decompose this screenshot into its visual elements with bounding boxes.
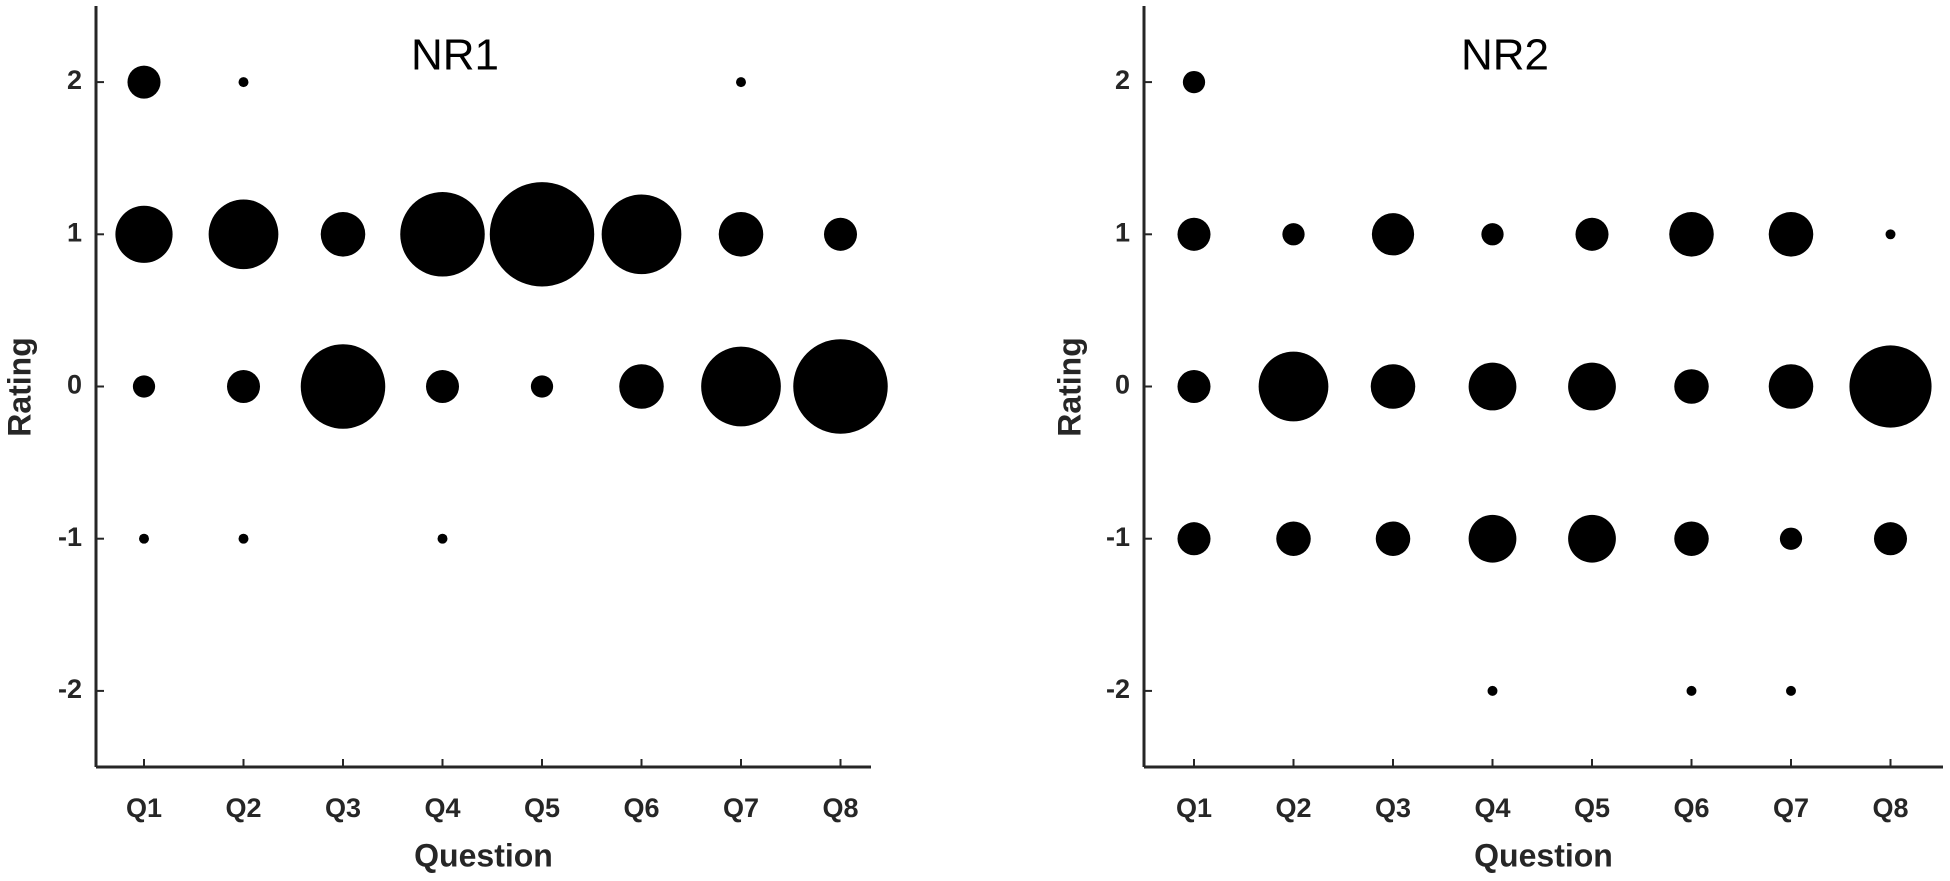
bubble (1468, 362, 1517, 411)
x-tick-label: Q3 (325, 793, 361, 823)
bubble (1177, 369, 1211, 404)
x-tick-label: Q5 (524, 793, 560, 823)
x-tick-label: Q7 (723, 793, 759, 823)
y-tick-label: 1 (67, 217, 82, 247)
bubble (793, 339, 888, 434)
bubble (619, 364, 664, 409)
x-tick-label: Q1 (126, 793, 162, 823)
bubble (127, 65, 161, 99)
y-tick-label: 0 (1115, 370, 1130, 400)
x-tick-label: Q1 (1176, 793, 1212, 823)
y-tick-label: 2 (67, 65, 82, 95)
y-axis-label: Rating (1051, 337, 1087, 437)
bubble (437, 533, 448, 544)
bubble (115, 205, 173, 263)
x-tick-label: Q5 (1574, 793, 1610, 823)
bubble (1873, 522, 1908, 556)
bubble (1568, 514, 1616, 563)
bubble (226, 369, 261, 404)
x-tick-label: Q2 (1275, 793, 1311, 823)
x-tick-label: Q8 (822, 793, 858, 823)
bubble (1468, 514, 1517, 563)
bubble (1768, 212, 1814, 257)
bubble (425, 369, 460, 404)
bubble (489, 182, 595, 287)
bubble (823, 217, 858, 251)
bubble (320, 212, 366, 257)
x-tick-label: Q8 (1872, 793, 1908, 823)
x-tick-label: Q6 (623, 793, 659, 823)
bubble (400, 192, 485, 277)
bubble (1568, 362, 1616, 411)
x-tick-label: Q3 (1375, 793, 1411, 823)
bubble (238, 77, 249, 88)
bubble (1282, 223, 1305, 246)
y-tick-label: -2 (1106, 674, 1130, 704)
bubble (1786, 685, 1796, 696)
bubble (1674, 369, 1709, 404)
bubble (132, 375, 156, 398)
bubble (1276, 521, 1311, 556)
bubble (208, 199, 279, 270)
x-axis-label: Question (1474, 837, 1613, 873)
bubble (601, 194, 682, 275)
x-tick-label: Q6 (1673, 793, 1709, 823)
bubble (1849, 345, 1932, 428)
bubble (736, 77, 746, 88)
y-tick-label: -1 (1106, 522, 1130, 552)
bubble (1686, 685, 1697, 696)
bubble (1177, 522, 1211, 556)
bubble (1487, 685, 1498, 696)
chart-title: NR2 (1461, 31, 1549, 80)
bubble (1481, 223, 1504, 246)
y-tick-label: 0 (67, 370, 82, 400)
x-axis-label: Question (414, 837, 553, 873)
bubble (1258, 351, 1329, 422)
bubble (139, 533, 149, 544)
bubble (1182, 70, 1206, 94)
bubble (718, 212, 764, 257)
bubble (1177, 217, 1211, 251)
bubble (1669, 212, 1714, 257)
bubble (530, 375, 554, 398)
bubble (701, 346, 781, 427)
bubble (1375, 521, 1411, 556)
x-tick-label: Q4 (1474, 793, 1510, 823)
bubble (1371, 213, 1415, 256)
y-tick-label: 2 (1115, 65, 1130, 95)
bubble (300, 344, 386, 429)
bubble (1575, 217, 1609, 251)
bubble (1370, 364, 1416, 409)
y-tick-label: -2 (58, 674, 82, 704)
bubble (238, 533, 249, 544)
bubble (1885, 229, 1896, 240)
chart-title: NR1 (411, 31, 499, 80)
bubble (1779, 527, 1803, 550)
bubble (1674, 521, 1709, 556)
y-axis-label: Rating (1, 337, 37, 437)
y-tick-label: 1 (1115, 217, 1130, 247)
x-tick-label: Q2 (225, 793, 261, 823)
bubble (1768, 364, 1814, 409)
y-tick-label: -1 (58, 522, 82, 552)
x-tick-label: Q4 (424, 793, 460, 823)
x-tick-label: Q7 (1773, 793, 1809, 823)
